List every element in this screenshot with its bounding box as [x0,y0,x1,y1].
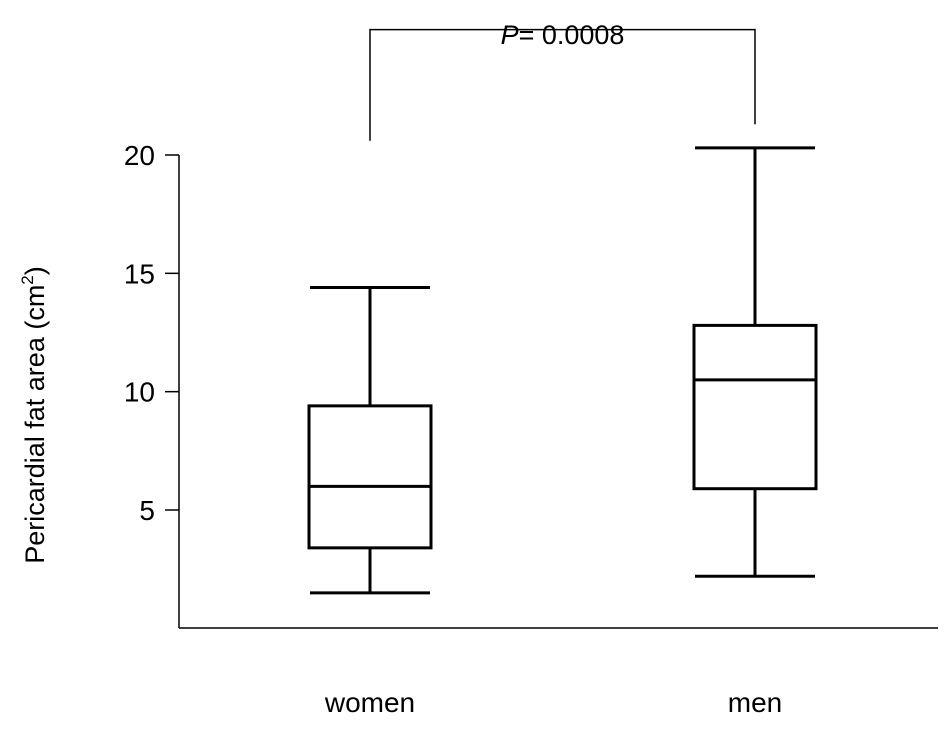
y-axis-label: Pericardial fat area (cm2) [18,266,50,564]
iqr-box [307,404,433,550]
y-tick-label: 5 [139,495,155,526]
p-value-label: P= 0.0008 [501,20,625,50]
significance-annotation: P= 0.0008 [369,20,756,141]
iqr-box [692,323,818,491]
p-symbol: P [501,20,519,50]
x-category-label: men [728,687,782,718]
axes: 5 10 15 20 [124,140,938,629]
y-tick-label: 10 [124,377,155,408]
y-tick-label: 20 [124,140,155,171]
y-tick-label: 15 [124,258,155,289]
box-women: women [307,286,433,718]
significance-bracket [369,28,756,141]
p-value: = 0.0008 [519,20,625,50]
x-category-label: women [324,687,415,718]
box-men: men [692,146,818,718]
boxes: women men [307,146,818,718]
